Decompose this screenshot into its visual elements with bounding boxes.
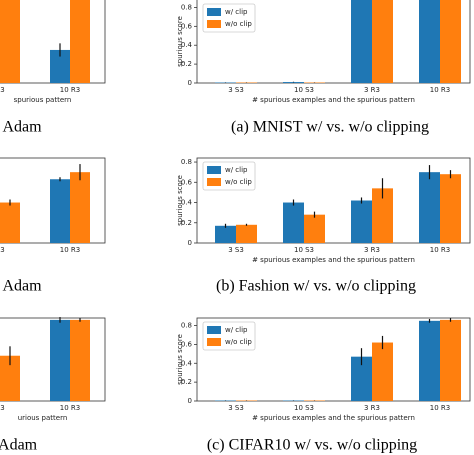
- chart: R3 10 R3 urious pattern . Adam: [0, 317, 106, 454]
- y-tick-label: 0.8: [181, 322, 192, 330]
- x-tick-label: 3 S3: [228, 404, 244, 412]
- legend-label: w/ clip: [225, 166, 248, 174]
- bar: [0, 355, 20, 401]
- caption: Adam: [2, 119, 42, 136]
- bar: [70, 319, 90, 401]
- bar: [283, 202, 304, 243]
- bar: [351, 356, 372, 401]
- bar: [236, 224, 257, 243]
- chart: R3 10 R3 Adam: [0, 157, 106, 295]
- x-tick-label: 10 R3: [60, 86, 80, 94]
- bar: [419, 320, 440, 401]
- bar: [419, 172, 440, 243]
- y-tick-label: 0.6: [181, 22, 193, 30]
- x-tick-label: 10 S3: [294, 86, 314, 94]
- x-axis-label: # spurious examples and the spurious pat…: [252, 96, 415, 104]
- bar: [283, 82, 304, 83]
- chart: 0 0.2 0.4 0.6 0.8 3 S3 10 S3 3 R3 10 R3 # spuriou…: [176, 0, 471, 136]
- bar: [0, 0, 20, 84]
- x-axis-label: spurious pattern: [14, 96, 72, 104]
- x-tick-label: R3: [0, 86, 5, 94]
- y-tick-label: 0.2: [181, 378, 192, 386]
- y-tick-label: 0.4: [181, 359, 193, 367]
- y-tick-label: 0.8: [181, 3, 192, 11]
- legend-swatch: [207, 166, 221, 174]
- bar: [50, 49, 70, 83]
- legend-swatch: [207, 20, 221, 28]
- axes-frame: [196, 0, 471, 84]
- chart: R3 10 R3 spurious pattern Adam: [0, 0, 106, 136]
- legend-swatch: [207, 8, 221, 16]
- bar: [440, 319, 461, 401]
- y-axis-label: spurious score: [176, 16, 184, 67]
- x-tick-label: R3: [0, 246, 5, 254]
- y-tick-label: 0.4: [181, 199, 193, 207]
- caption: Adam: [2, 278, 42, 295]
- y-tick-label: 0.4: [181, 41, 193, 49]
- bar: [419, 0, 440, 84]
- bar: [70, 0, 90, 84]
- x-tick-label: 10 R3: [60, 246, 80, 254]
- legend-label: w/o clip: [225, 20, 252, 28]
- axes-frame: [196, 317, 471, 402]
- bar: [70, 172, 90, 243]
- x-tick-label: 10 R3: [430, 246, 450, 254]
- y-tick-label: 0: [188, 239, 192, 247]
- legend-label: w/o clip: [225, 178, 252, 186]
- bar: [215, 225, 236, 243]
- y-tick-label: 0.6: [181, 178, 193, 186]
- x-tick-label: 10 S3: [294, 404, 314, 412]
- bar: [304, 214, 325, 243]
- y-tick-label: 0.2: [181, 60, 192, 68]
- bar: [372, 342, 393, 401]
- chart: 0 0.2 0.4 0.6 0.8 3 S3 10 S3 3 R3 10 R3 # spuriou…: [176, 317, 471, 454]
- bar: [440, 0, 461, 84]
- bar: [351, 0, 372, 84]
- y-tick-label: 0: [188, 397, 192, 405]
- chart: 0 0.2 0.4 0.6 0.8 3 S3 10 S3 3 R3 10 R3 # spuriou…: [176, 157, 471, 295]
- x-tick-label: 3 S3: [228, 246, 244, 254]
- x-tick-label: 10 R3: [430, 404, 450, 412]
- caption: (b) Fashion w/ vs. w/o clipping: [216, 278, 416, 295]
- bar: [372, 0, 393, 84]
- y-tick-label: 0: [188, 79, 192, 87]
- y-tick-label: 0.8: [181, 158, 192, 166]
- x-tick-label: 10 R3: [430, 86, 450, 94]
- x-tick-label: 3 S3: [228, 86, 244, 94]
- y-tick-label: 0.2: [181, 219, 192, 227]
- x-axis-label: urious pattern: [18, 414, 68, 422]
- bar: [351, 200, 372, 243]
- legend-label: w/ clip: [225, 8, 248, 16]
- caption: . Adam: [0, 437, 38, 454]
- legend-swatch: [207, 326, 221, 334]
- legend-label: w/ clip: [225, 326, 248, 334]
- axes-frame: [196, 157, 471, 244]
- x-tick-label: 10 R3: [60, 404, 80, 412]
- x-tick-label: 3 R3: [364, 404, 380, 412]
- bar: [50, 179, 70, 243]
- x-tick-label: R3: [0, 404, 5, 412]
- bar: [50, 319, 70, 401]
- legend-swatch: [207, 178, 221, 186]
- legend-swatch: [207, 338, 221, 346]
- caption: (a) MNIST w/ vs. w/o clipping: [231, 119, 429, 136]
- legend-label: w/o clip: [225, 338, 252, 346]
- bar: [372, 188, 393, 243]
- caption: (c) CIFAR10 w/ vs. w/o clipping: [207, 437, 417, 454]
- x-axis-label: # spurious examples and the spurious pat…: [252, 256, 415, 264]
- x-axis-label: # spurious examples and the spurious pat…: [252, 414, 415, 422]
- y-axis-label: spurious score: [176, 175, 184, 226]
- x-tick-label: 10 S3: [294, 246, 314, 254]
- x-tick-label: 3 R3: [364, 86, 380, 94]
- bar: [440, 174, 461, 243]
- y-axis-label: spurious score: [176, 334, 184, 385]
- bar: [0, 202, 20, 243]
- x-tick-label: 3 R3: [364, 246, 380, 254]
- y-tick-label: 0.6: [181, 340, 193, 348]
